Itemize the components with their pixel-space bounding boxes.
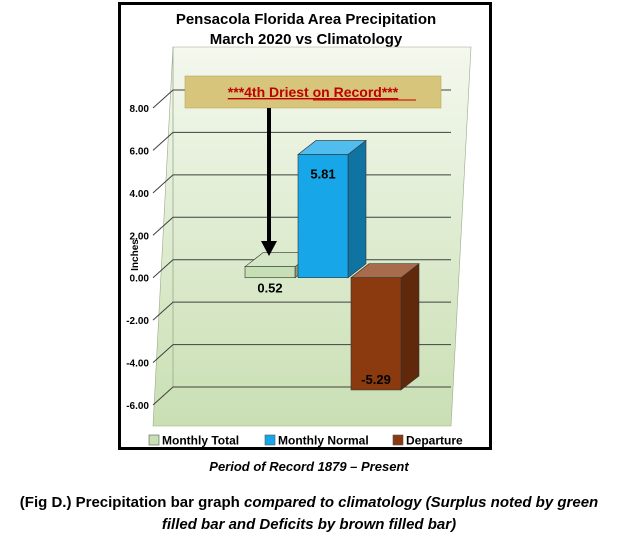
figure-caption: (Fig D.) Precipitation bar graph compare… [8,492,610,536]
gridline [152,131,451,151]
arrow-head [261,241,277,256]
period-of-record: Period of Record 1879 – Present [209,459,409,474]
bar-3: -5.29 [350,263,420,391]
annotation-box [184,75,442,109]
legend-label: Monthly Normal [278,434,369,448]
legend-label: Departure [406,434,463,448]
chart-title-line-2: March 2020 vs Climatology [210,31,403,48]
chart-frame: Pensacola Florida Area Precipitation Mar… [118,2,492,450]
y-tick-label: 0.00 [130,274,150,285]
y-tick-label: 4.00 [130,189,150,200]
caption-part-2: compared to climatology (Surplus noted b… [161,494,599,533]
bar-2: 5.81 [297,139,367,279]
chart-title-line-1: Pensacola Florida Area Precipitation [176,11,436,28]
data-label: 5.81 [310,166,335,181]
bar-front [244,266,296,279]
bar-side [400,263,420,391]
y-tick-label: -6.00 [126,401,149,412]
y-tick-label: -2.00 [126,316,149,327]
bar-side [347,139,367,279]
annotation-text: ***4th Driest on Record*** [228,84,399,100]
legend-swatch [264,434,276,446]
y-tick-label: 8.00 [130,104,150,115]
data-label: -5.29 [361,372,391,387]
legend-label: Monthly Total [162,434,239,448]
legend-swatch [392,434,404,446]
caption-part-1: (Fig D.) Precipitation bar graph [19,494,244,511]
bar-front [350,277,402,391]
bar-chart: Pensacola Florida Area Precipitation Mar… [126,11,472,448]
bar-front [297,154,349,279]
y-axis-label: Inches [130,239,141,271]
legend-swatch [148,434,160,446]
y-tick-label: -4.00 [126,359,149,370]
y-tick-label: 6.00 [130,146,150,157]
data-label: 0.52 [257,281,282,296]
y-tick-label: 2.00 [130,231,150,242]
